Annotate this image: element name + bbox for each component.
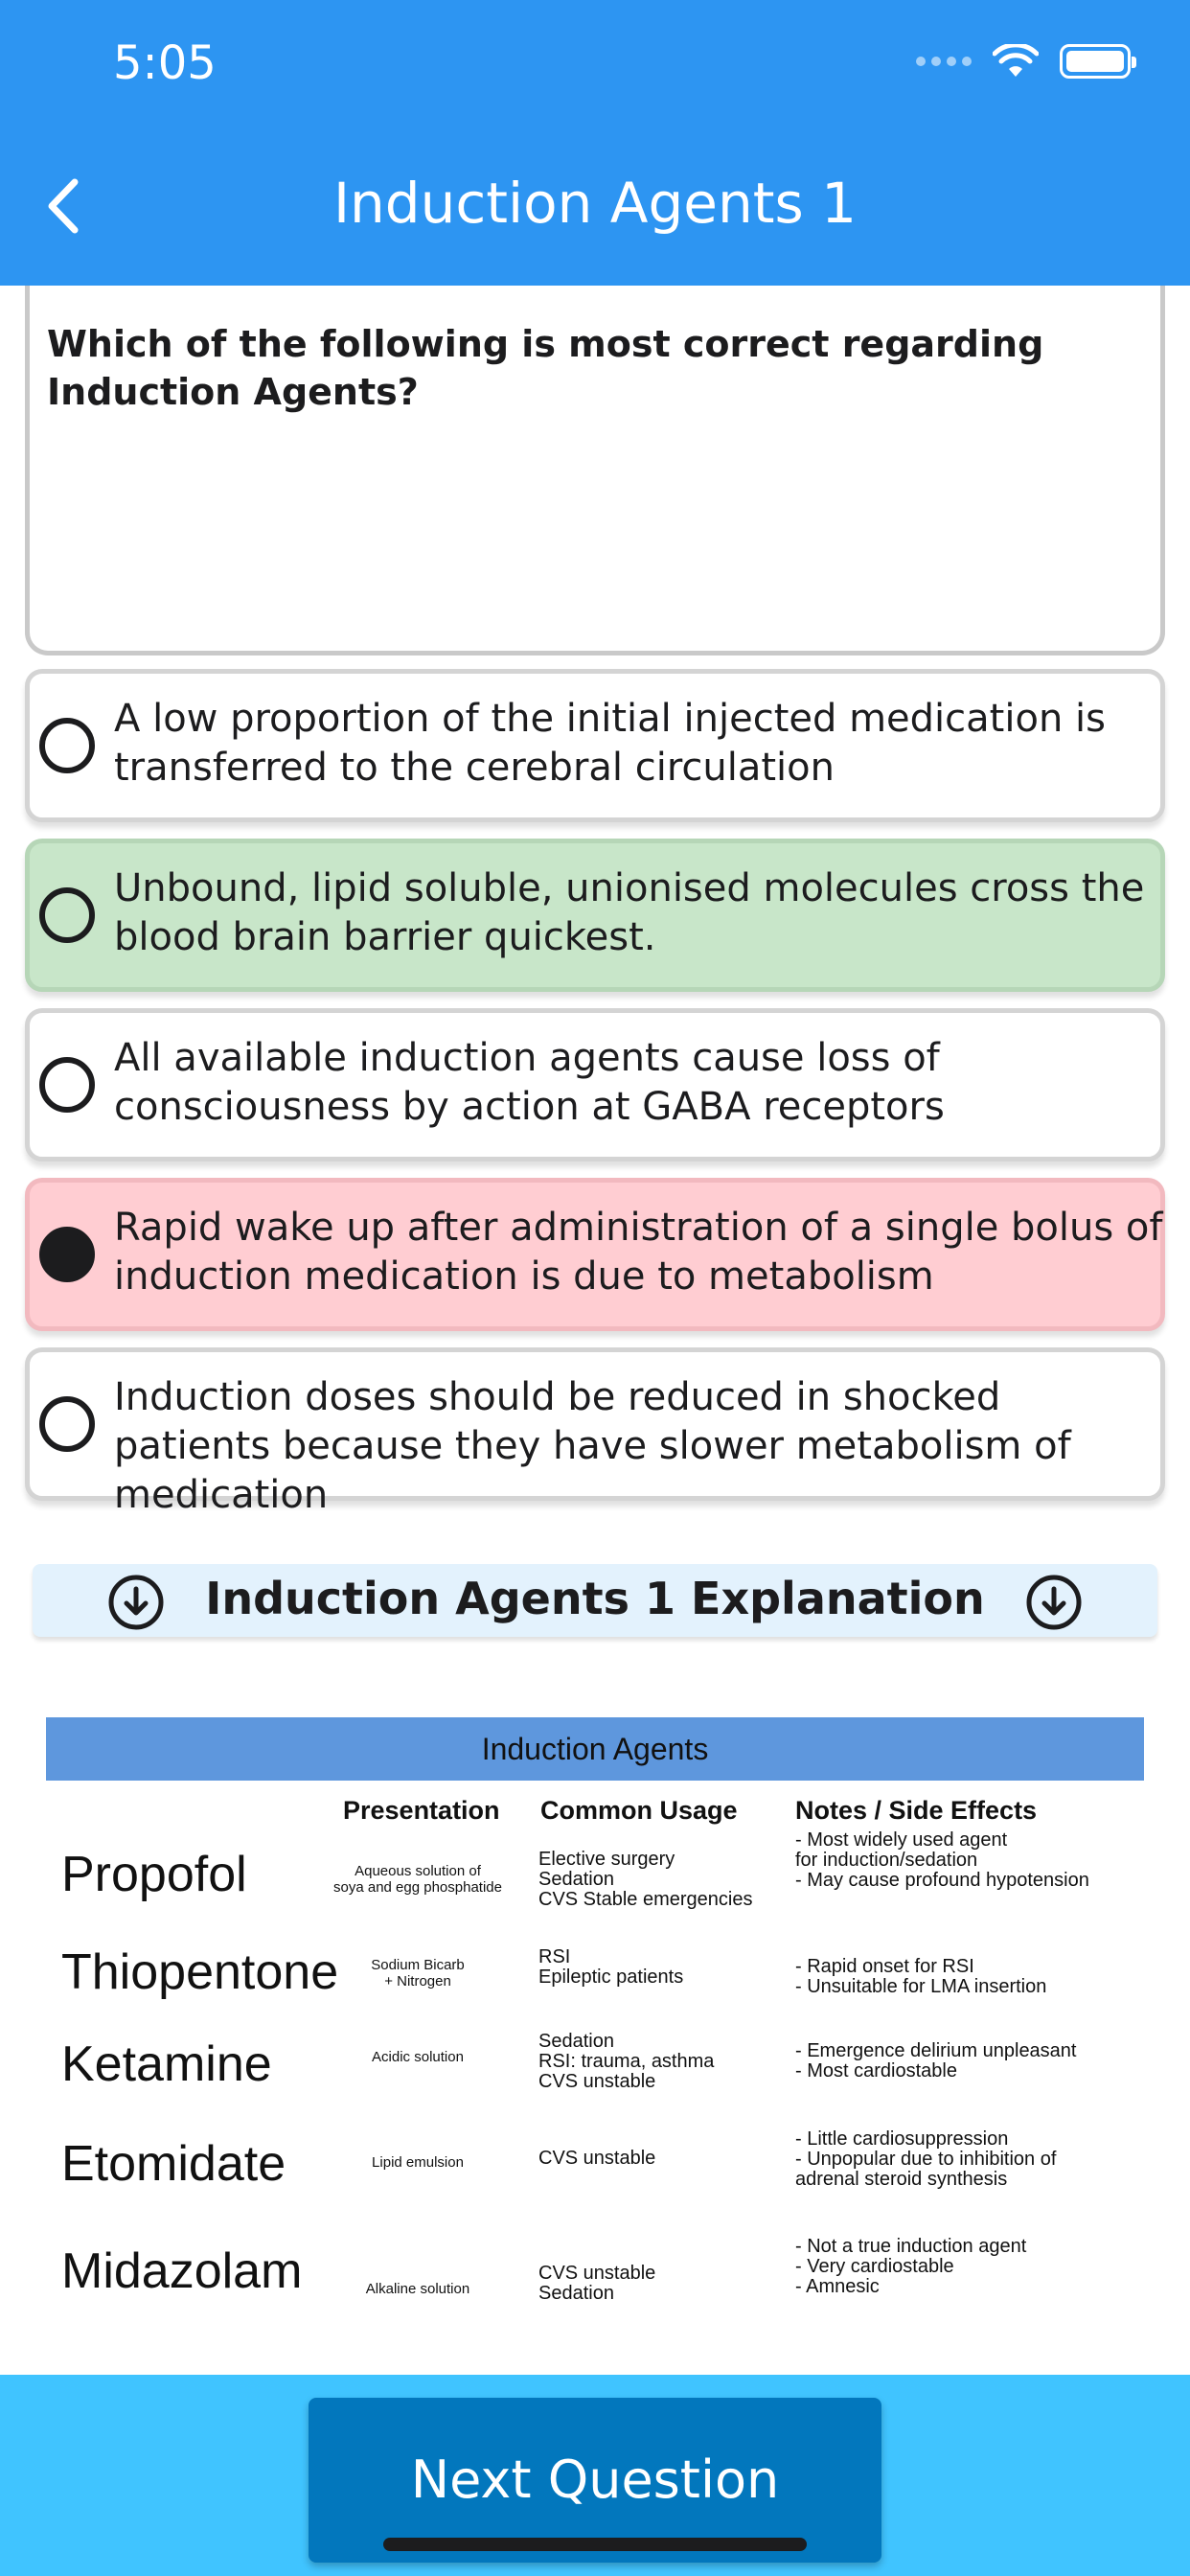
answer-option-text: Unbound, lipid soluble, unionised molecu… [114, 866, 1145, 959]
answer-option-3[interactable]: All available induction agents cause los… [25, 1008, 1165, 1162]
notes-cell: - Not a true induction agent - Very cardi… [795, 2236, 1027, 2297]
next-question-label: Next Question [410, 2450, 780, 2510]
explanation-title: Induction Agents 1 Explanation [205, 1573, 985, 1624]
status-time: 5:05 [113, 36, 217, 90]
column-header-notes: Notes / Side Effects [795, 1796, 1038, 1825]
usage-cell: RSI Epileptic patients [538, 1946, 684, 1988]
next-question-button[interactable]: Next Question [309, 2398, 881, 2563]
download-circle-icon [1026, 1575, 1082, 1630]
explanation-toggle[interactable]: Induction Agents 1 Explanation [33, 1564, 1157, 1637]
answer-option-1[interactable]: A low proportion of the initial injected… [25, 669, 1165, 822]
back-button[interactable] [38, 172, 96, 240]
radio-button[interactable] [39, 1396, 95, 1452]
answer-option-5[interactable]: Induction doses should be reduced in sho… [25, 1347, 1165, 1517]
drug-name: Ketamine [61, 2036, 272, 2092]
presentation-cell: Alkaline solution [365, 2281, 470, 2297]
column-header-usage: Common Usage [540, 1796, 738, 1825]
drug-name: Propofol [61, 1847, 247, 1902]
answer-option-2[interactable]: Unbound, lipid soluble, unionised molecu… [25, 839, 1165, 992]
question-text: Which of the following is most correct r… [47, 323, 1044, 413]
drug-name: Etomidate [61, 2136, 286, 2192]
column-header-presentation: Presentation [343, 1796, 500, 1825]
notes-cell: - Rapid onset for RSI - Unsuitable for LM… [795, 1956, 1047, 1997]
answer-option-4[interactable]: Rapid wake up after administration of a … [25, 1178, 1165, 1331]
app-header: 5:05 Induction Agents 1 [0, 0, 1190, 286]
radio-button[interactable] [39, 887, 95, 943]
answer-option-text: All available induction agents cause los… [114, 1036, 945, 1129]
notes-cell: - Little cardiosuppression - Unpopular du… [795, 2128, 1057, 2190]
presentation-cell: Aqueous solution of soya and egg phosphat… [333, 1863, 502, 1896]
chevron-left-icon [48, 178, 79, 234]
answer-option-text: Rapid wake up after administration of a … [114, 1206, 1163, 1299]
notes-cell: - Most widely used agent for induction/se… [795, 1829, 1089, 1891]
download-circle-icon [108, 1575, 164, 1630]
drug-name: Thiopentone [61, 1944, 339, 2000]
radio-button[interactable] [39, 1057, 95, 1113]
usage-cell: CVS unstable [538, 2148, 656, 2169]
presentation-cell: Lipid emulsion [372, 2154, 464, 2171]
signal-icon [916, 57, 972, 66]
answer-option-text: A low proportion of the initial injected… [114, 697, 1106, 790]
answer-option-text: Induction doses should be reduced in sho… [114, 1375, 1071, 1517]
presentation-cell: Acidic solution [372, 2049, 464, 2065]
wifi-icon [993, 44, 1039, 77]
presentation-cell: Sodium Bicarb + Nitrogen [371, 1957, 465, 1990]
drug-name: Midazolam [61, 2243, 303, 2299]
usage-cell: Elective surgery Sedation CVS Stable emerg… [538, 1849, 753, 1910]
table-title: Induction Agents [46, 1717, 1144, 1781]
page-title: Induction Agents 1 [332, 171, 858, 236]
explanation-table: Induction Agents Presentation Common Usa… [46, 1717, 1144, 2312]
radio-button[interactable] [39, 718, 95, 773]
radio-button-selected[interactable] [39, 1227, 95, 1282]
battery-icon [1060, 44, 1136, 79]
home-indicator[interactable] [383, 2538, 807, 2551]
usage-cell: CVS unstable Sedation [538, 2263, 656, 2304]
notes-cell: - Emergence delirium unpleasant - Most ca… [795, 2040, 1077, 2082]
usage-cell: Sedation RSI: trauma, asthma CVS unstable [538, 2031, 715, 2092]
status-icons [916, 44, 1136, 79]
question-card: Which of the following is most correct r… [25, 286, 1165, 656]
footer-bar: Next Question [0, 2375, 1190, 2576]
